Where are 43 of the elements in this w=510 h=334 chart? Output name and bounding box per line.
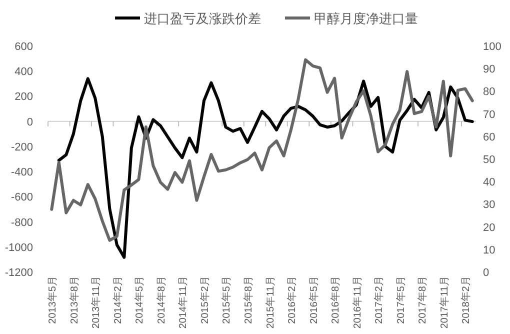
x-tick-label: 2013年11月 [90,276,102,329]
y-tick-label: 0 [26,116,33,128]
y2-tick-label: 90 [483,64,496,76]
y2-tick-label: 100 [483,41,502,53]
y2-tick-label: 20 [483,222,496,234]
y2-tick-label: 40 [483,176,496,189]
y-tick-label: -400 [10,166,33,179]
y2-tick-label: 0 [483,267,490,279]
y-tick-label: 400 [14,66,33,78]
y-tick-label: -1000 [4,242,33,254]
x-tick-label: 2017年5月 [394,276,407,324]
x-tick-label: 2016年11月 [351,276,364,329]
y2-tick-label: 50 [483,154,496,166]
x-tick-label: 2016年5月 [308,276,320,324]
x-tick-label: 2017年8月 [416,276,429,324]
y2-tick-label: 60 [483,131,496,144]
y2-tick-label: 30 [483,199,496,212]
y-tick-label: -1200 [4,267,33,279]
x-tick-label: 2017年11月 [438,276,450,329]
x-tick-label: 2014年5月 [134,276,146,324]
legend-label: 进口盈亏及涨跌价差 [144,11,261,26]
x-tick-label: 2013年5月 [46,276,59,324]
y2-tick-label: 10 [483,244,496,256]
x-tick-label: 2017年2月 [373,276,386,324]
y-tick-label: 200 [14,91,33,104]
x-tick-label: 2014年8月 [155,276,168,324]
legend-label: 甲醇月度净进口量 [314,11,418,26]
y-tick-label: 600 [14,41,33,53]
x-tick-label: 2015年2月 [198,276,211,324]
x-tick-label: 2014年2月 [112,276,124,324]
y-tick-label: -600 [10,192,33,204]
x-tick-label: 2016年8月 [330,276,342,324]
y2-tick-label: 70 [483,108,496,121]
x-tick-label: 2018年2月 [460,276,472,324]
x-tick-label: 2015年5月 [220,276,233,324]
x-tick-label: 2015年8月 [242,276,254,324]
y-tick-label: -200 [10,141,33,154]
x-tick-label: 2014年11月 [177,276,190,329]
x-tick-label: 2015年11月 [264,276,276,329]
x-tick-label: 2013年8月 [68,276,80,324]
y2-tick-label: 80 [483,86,496,98]
y-tick-label: -800 [10,216,33,229]
x-tick-label: 2016年2月 [286,276,298,324]
